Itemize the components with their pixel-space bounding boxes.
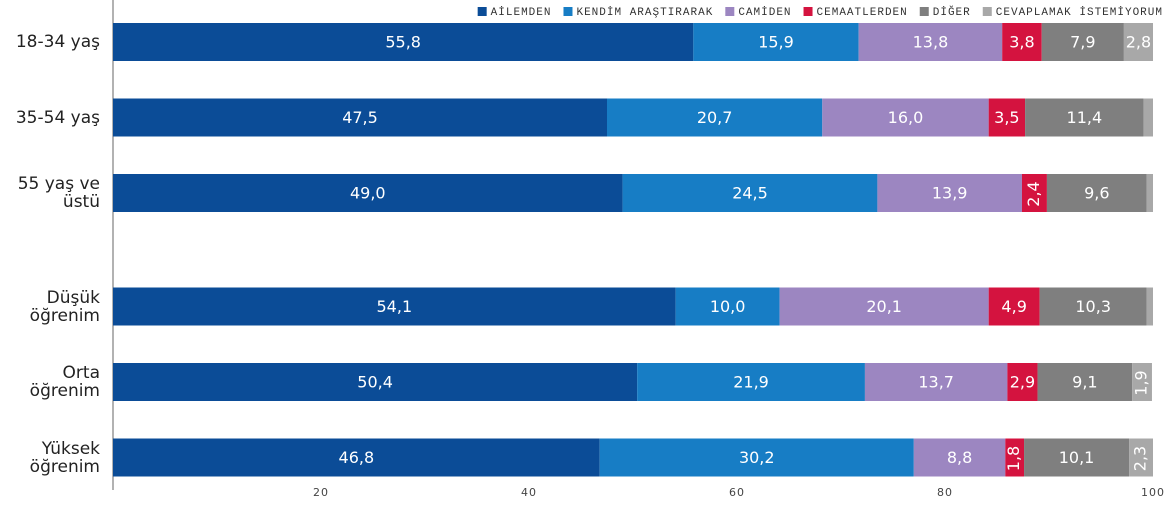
bar-segment — [1025, 98, 1144, 137]
bar-segment — [113, 438, 600, 477]
bar-segment — [693, 23, 859, 61]
bar-segment — [1123, 23, 1153, 61]
x-tick-label: 100 — [1141, 486, 1165, 499]
bar-segment — [607, 98, 823, 137]
legend-label: KENDİM ARAŞTIRARAK — [576, 6, 713, 19]
bar-segment — [858, 23, 1003, 61]
data-label: 2,8 — [1126, 33, 1151, 52]
y-tick-label: 18-34 yaş — [15, 32, 100, 52]
data-label: 49,0 — [350, 184, 386, 203]
bar-segment — [1024, 438, 1130, 477]
data-label: 11,4 — [1067, 108, 1103, 127]
bar-segment — [1037, 363, 1133, 401]
bar-segment — [1039, 287, 1147, 326]
data-label: 54,1 — [377, 297, 413, 316]
legend-swatch — [919, 7, 929, 16]
bar-segment — [113, 98, 607, 137]
bar-segment — [864, 363, 1008, 401]
data-label: 24,5 — [732, 184, 768, 203]
data-label: 16,0 — [888, 108, 924, 127]
bar-segment — [1007, 363, 1038, 401]
data-label: 8,8 — [947, 448, 972, 467]
data-label: 3,8 — [1009, 33, 1034, 52]
legend-label: CAMİDEN — [738, 6, 791, 19]
bar-segment — [599, 438, 914, 477]
bar-segment — [913, 438, 1006, 477]
x-tick-label: 60 — [729, 486, 745, 499]
data-label: 10,1 — [1059, 448, 1095, 467]
bar-segment — [779, 287, 989, 326]
y-tick-label: 35-54 yaş — [15, 107, 100, 128]
legend-label: CEVAPLAMAK İSTEMİYORUM — [996, 6, 1163, 19]
y-tick-label: Yüksek öğrenim — [29, 438, 100, 477]
legend-swatch — [725, 7, 735, 16]
y-tick-label: Orta öğrenim — [29, 363, 100, 401]
data-label: 2,4 — [1024, 181, 1043, 206]
bar-segment — [1132, 363, 1152, 401]
legend-swatch — [477, 7, 487, 16]
data-label: 21,9 — [733, 373, 769, 392]
bar-segment — [637, 363, 865, 401]
data-label: 50,4 — [357, 373, 393, 392]
data-label: 30,2 — [739, 448, 775, 467]
data-label: 9,6 — [1084, 184, 1109, 203]
data-label: 20,7 — [697, 108, 733, 127]
bar-segment — [675, 287, 780, 326]
data-label: 13,9 — [932, 184, 968, 203]
legend-swatch — [982, 7, 992, 16]
x-tick-label: 40 — [521, 486, 537, 499]
data-label: 7,9 — [1070, 33, 1095, 52]
data-label: 13,7 — [918, 373, 954, 392]
data-label: 1,9 — [1132, 370, 1151, 395]
legend: AİLEMDEN KENDİM ARAŞTIRARAK CAMİDEN CEMAATL… — [477, 5, 1163, 19]
data-label: 2,3 — [1131, 446, 1150, 471]
bar-segment — [1146, 174, 1153, 212]
y-tick-label: 55 yaş ve üstü — [17, 174, 100, 212]
bar-segment — [988, 98, 1026, 137]
bar-segment — [1002, 23, 1042, 61]
bar-segment — [113, 287, 676, 326]
legend-label: AİLEMDEN — [491, 6, 552, 19]
data-label: 3,5 — [994, 108, 1019, 127]
data-label: 9,1 — [1072, 373, 1097, 392]
bar-segment — [1041, 23, 1124, 61]
data-label: 10,0 — [710, 297, 746, 316]
data-label: 47,5 — [342, 108, 378, 127]
bar-segment — [1046, 174, 1147, 212]
bar-segment — [113, 174, 623, 212]
bar-segment — [1146, 287, 1153, 326]
bar-segment — [877, 174, 1022, 212]
data-label: 4,9 — [1001, 297, 1026, 316]
data-label: 15,9 — [758, 33, 794, 52]
x-tick-label: 20 — [313, 486, 329, 499]
bar-segment — [622, 174, 878, 212]
legend-swatch — [803, 7, 813, 16]
bar-segment — [1143, 98, 1153, 137]
data-label: 10,3 — [1075, 297, 1111, 316]
data-label: 46,8 — [339, 448, 375, 467]
y-tick-label: Düşük öğrenim — [29, 287, 100, 326]
data-label: 2,9 — [1010, 373, 1035, 392]
data-label: 55,8 — [385, 33, 421, 52]
data-label: 1,8 — [1004, 446, 1023, 471]
bar-segment — [1129, 438, 1153, 477]
legend-label: DİĞER — [933, 5, 971, 19]
data-label: 20,1 — [866, 297, 902, 316]
legend-label: CEMAATLERDEN — [817, 7, 908, 19]
bar-segment — [988, 287, 1040, 326]
bar-segment — [822, 98, 989, 137]
bar-segment — [1005, 438, 1025, 477]
legend-swatch — [563, 7, 573, 16]
bar-segment — [113, 23, 694, 61]
bar-segment — [113, 363, 638, 401]
data-label: 13,8 — [913, 33, 949, 52]
x-tick-label: 80 — [937, 486, 953, 499]
bar-segment — [1021, 174, 1047, 212]
